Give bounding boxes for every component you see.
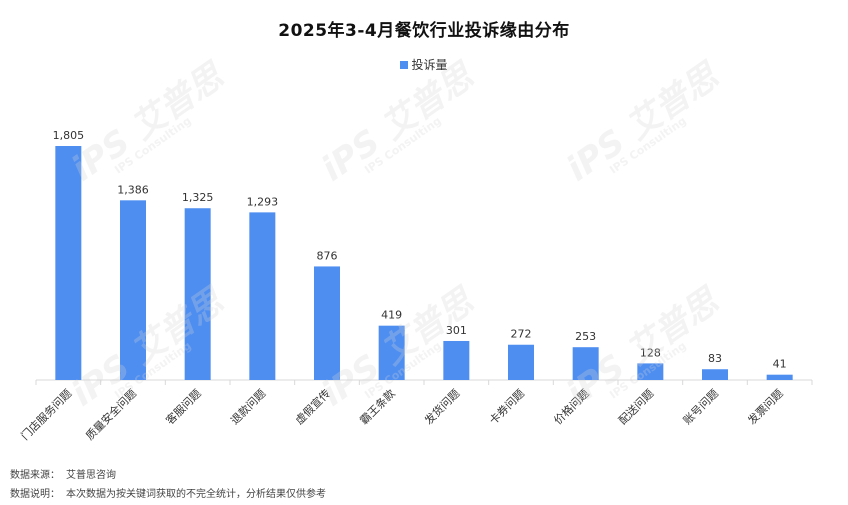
bar [55,146,82,380]
bar [702,369,728,380]
chart-title: 2025年3-4月餐饮行业投诉缘由分布 [278,21,570,41]
x-tick-label: 客服问题 [163,386,204,427]
bar [508,344,534,380]
x-tick-label: 发货问题 [421,386,462,427]
data-label: 128 [640,346,661,359]
x-tick-label: 门店服务问题 [18,386,75,443]
source-label: 数据来源： [10,470,60,481]
x-tick-label: 霸王条款 [357,386,398,427]
x-tick-label: 质量安全问题 [83,386,140,443]
data-label: 272 [511,328,532,341]
source-value: 艾普思咨询 [66,470,116,481]
bar [766,374,793,380]
chart-legend: 投诉量 [0,56,848,73]
x-tick-label: 发票问题 [745,386,786,427]
data-label: 1,386 [117,183,149,196]
x-tick-label: 配送问题 [615,386,656,427]
note-label: 数据说明： [10,489,60,500]
bar [637,363,664,380]
legend-swatch [400,60,409,69]
x-tick-label: 退款问题 [227,386,268,427]
bar [443,340,470,380]
bar [572,347,599,380]
data-label: 1,293 [247,195,279,208]
footer-source: 数据来源： 艾普思咨询 [10,466,116,481]
data-label: 876 [317,249,338,262]
bar [184,208,211,380]
footer-note: 数据说明： 本次数据为按关键词获取的不完全统计，分析结果仅供参考 [10,485,326,500]
data-label: 1,325 [182,191,214,204]
bar [120,200,146,380]
legend-entry: 投诉量 [411,58,448,72]
note-value: 本次数据为按关键词获取的不完全统计，分析结果仅供参考 [66,489,326,500]
bar [249,212,276,380]
x-tick-label: 虚假宣传 [292,386,333,427]
x-tick-label: 账号问题 [681,387,721,427]
data-label: 253 [575,330,596,343]
data-label: 41 [773,358,787,371]
x-tick-label: 价格问题 [551,386,592,427]
bar [378,325,405,380]
x-tick-label: 卡券问题 [486,386,527,427]
bar [314,266,340,380]
data-label: 83 [708,352,722,365]
data-label: 419 [381,309,402,322]
data-label: 301 [446,324,467,337]
data-label: 1,805 [53,129,85,142]
